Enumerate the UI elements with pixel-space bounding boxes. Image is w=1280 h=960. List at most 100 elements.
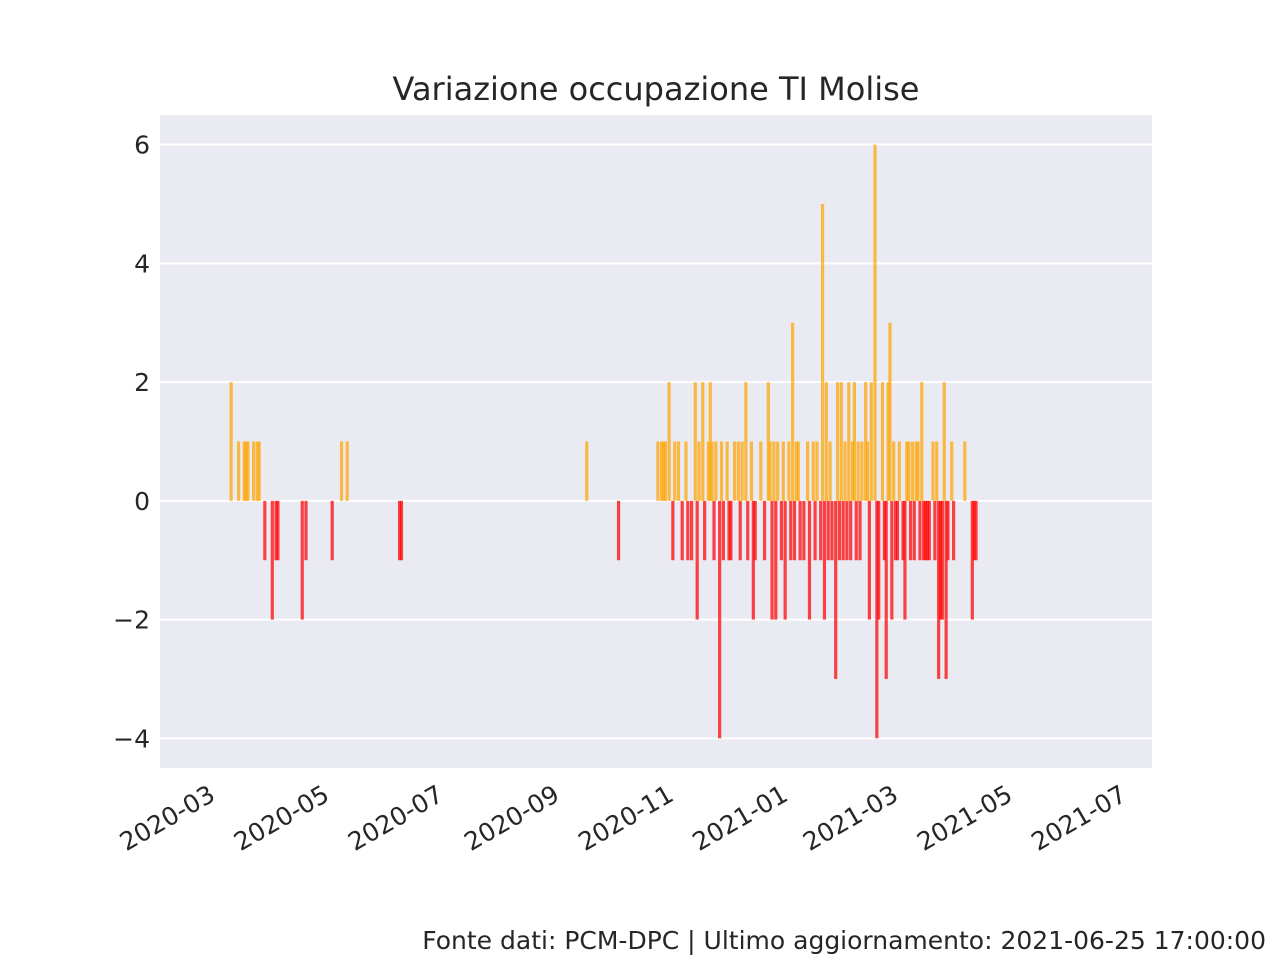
bar xyxy=(772,441,776,501)
bar xyxy=(339,441,344,501)
bar xyxy=(925,500,929,561)
bar xyxy=(740,441,744,501)
bar xyxy=(792,500,797,561)
bar xyxy=(880,382,885,501)
bar xyxy=(798,500,802,561)
bar xyxy=(807,500,812,620)
bar xyxy=(229,382,233,501)
bar xyxy=(789,500,793,561)
bar xyxy=(697,441,701,501)
bar xyxy=(944,500,948,679)
x-tick-label: 2021-01 xyxy=(688,779,793,856)
bar xyxy=(330,500,334,561)
chart-title: Variazione occupazione TI Molise xyxy=(393,70,920,108)
bar xyxy=(703,500,707,561)
bar xyxy=(727,500,731,561)
bar xyxy=(796,441,800,501)
bar xyxy=(858,500,862,561)
bar xyxy=(938,500,943,620)
bar xyxy=(345,441,349,501)
bar xyxy=(834,500,838,679)
bar xyxy=(923,500,928,561)
bar xyxy=(875,500,879,739)
bar xyxy=(733,441,737,501)
bar xyxy=(811,441,815,501)
bar xyxy=(940,500,944,620)
bar xyxy=(616,500,621,561)
bar xyxy=(242,441,246,501)
bar xyxy=(719,441,724,501)
bar xyxy=(721,500,725,561)
bar xyxy=(680,500,684,561)
bar xyxy=(706,441,711,501)
bar xyxy=(849,500,853,561)
bar xyxy=(661,441,666,501)
bar xyxy=(884,500,888,679)
bar xyxy=(791,322,795,501)
bar xyxy=(684,441,688,501)
bar xyxy=(819,500,823,561)
bar xyxy=(736,441,740,501)
bar xyxy=(770,500,774,620)
bar xyxy=(246,441,250,501)
bar xyxy=(783,500,787,620)
bar xyxy=(912,500,916,561)
y-tick-label: 2 xyxy=(134,368,150,397)
bar xyxy=(970,500,974,620)
bar xyxy=(766,382,770,501)
bar xyxy=(901,500,905,561)
bar xyxy=(931,441,935,501)
bar xyxy=(907,441,911,501)
bar xyxy=(712,500,716,561)
bar xyxy=(826,500,830,561)
bar xyxy=(660,441,664,501)
bar xyxy=(922,500,926,561)
bar xyxy=(830,500,834,561)
x-tick-label: 2021-03 xyxy=(798,779,903,856)
bar xyxy=(244,441,248,501)
gridlines xyxy=(160,143,1152,740)
bar xyxy=(972,500,976,561)
bar xyxy=(882,500,886,561)
bar xyxy=(824,382,828,501)
bar xyxy=(890,500,894,620)
x-tick-label: 2020-03 xyxy=(115,779,220,856)
bar xyxy=(815,441,819,501)
bar xyxy=(916,441,920,501)
bar xyxy=(751,500,755,620)
bar xyxy=(914,441,918,501)
bar xyxy=(738,500,742,561)
bar xyxy=(847,382,851,501)
bar xyxy=(903,500,907,620)
bar xyxy=(276,500,280,561)
bar xyxy=(837,500,842,561)
bar xyxy=(274,500,278,561)
bar xyxy=(708,382,712,501)
bar xyxy=(251,441,256,501)
bar xyxy=(263,500,267,561)
bar xyxy=(701,382,705,501)
bar xyxy=(399,500,404,561)
bar xyxy=(695,500,699,620)
bar xyxy=(304,500,308,561)
bar xyxy=(952,500,956,561)
bar xyxy=(768,441,772,501)
bar xyxy=(869,382,873,501)
bar xyxy=(673,441,677,501)
bar xyxy=(845,500,849,561)
bar xyxy=(974,500,978,561)
y-tick-label: −2 xyxy=(113,606,150,635)
x-tick-label: 2021-07 xyxy=(1026,779,1131,856)
bar xyxy=(888,322,892,501)
bar xyxy=(725,441,729,501)
bar xyxy=(718,500,722,739)
bar xyxy=(877,500,881,620)
bar xyxy=(753,500,757,561)
bar xyxy=(860,441,864,501)
bar xyxy=(794,441,798,501)
x-tick-label: 2020-11 xyxy=(573,779,678,856)
bar xyxy=(776,441,780,501)
y-tick-labels: 6 4 2 0 −2 −4 xyxy=(113,131,150,754)
bar xyxy=(781,441,785,501)
